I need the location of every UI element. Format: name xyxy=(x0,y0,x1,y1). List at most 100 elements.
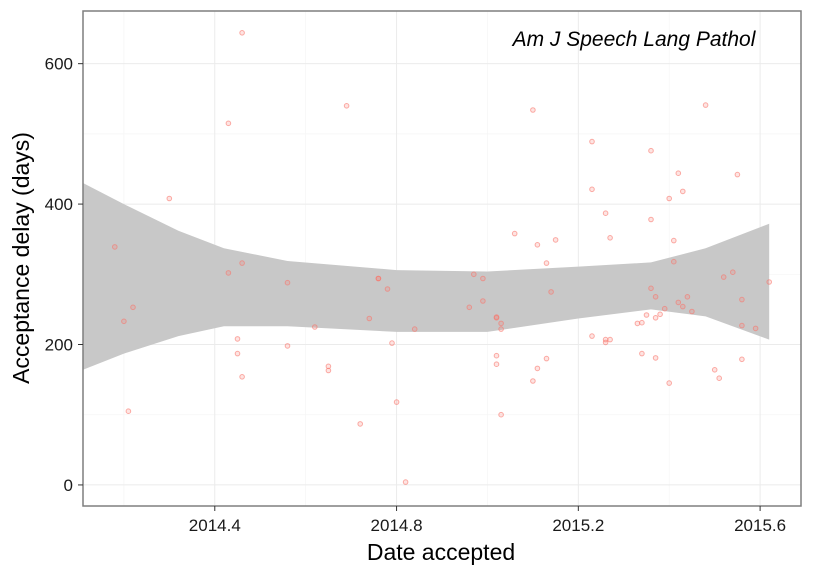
data-point xyxy=(671,258,677,265)
data-point xyxy=(661,305,668,312)
data-point xyxy=(393,399,400,405)
y-axis-title: Acceptance delay (days) xyxy=(8,132,34,384)
data-point xyxy=(225,120,232,127)
data-point xyxy=(552,237,559,243)
data-point xyxy=(666,380,673,386)
data-point xyxy=(411,326,418,332)
data-point xyxy=(384,286,391,292)
data-point xyxy=(466,304,473,311)
data-point xyxy=(711,367,718,373)
data-point xyxy=(357,421,364,427)
y-tick-label: 400 xyxy=(45,195,73,214)
data-point xyxy=(234,350,241,357)
data-point xyxy=(648,216,654,223)
data-point xyxy=(530,107,536,113)
data-point xyxy=(607,235,613,241)
data-point xyxy=(366,315,373,322)
data-point xyxy=(498,411,504,418)
data-point xyxy=(639,319,645,326)
data-point xyxy=(234,336,241,342)
data-point xyxy=(639,350,645,357)
data-point xyxy=(112,244,118,250)
smooth-confidence-band xyxy=(83,183,770,370)
data-point xyxy=(675,299,682,306)
data-point xyxy=(666,195,673,202)
x-axis-ticks: 2014.4 2014.8 2015.2 2015.6 xyxy=(189,506,786,535)
x-tick-label: 2015.6 xyxy=(734,516,786,535)
data-point xyxy=(652,294,659,300)
data-point xyxy=(589,186,595,193)
data-point xyxy=(634,320,641,327)
data-point xyxy=(739,296,745,303)
data-point xyxy=(166,195,173,202)
data-point xyxy=(671,237,677,244)
data-point xyxy=(716,375,723,382)
data-point xyxy=(284,279,291,286)
x-axis-title: Date accepted xyxy=(367,539,515,565)
data-point xyxy=(534,365,541,372)
data-point xyxy=(534,242,541,248)
data-point xyxy=(675,170,682,176)
data-point xyxy=(652,355,659,361)
data-point xyxy=(511,230,518,237)
data-point xyxy=(602,339,609,346)
data-point xyxy=(125,408,132,415)
data-point xyxy=(375,275,382,282)
data-point xyxy=(239,260,245,266)
data-point xyxy=(648,285,654,292)
data-point xyxy=(657,311,663,318)
x-tick-label: 2014.8 xyxy=(371,516,423,535)
data-point xyxy=(684,294,691,300)
data-point xyxy=(680,303,686,310)
data-point xyxy=(498,320,504,327)
data-point xyxy=(498,326,504,332)
data-point xyxy=(530,378,536,384)
data-point xyxy=(312,324,318,330)
data-point xyxy=(680,188,686,195)
data-point xyxy=(543,260,550,266)
data-point xyxy=(602,210,609,216)
data-point xyxy=(239,374,245,380)
data-points xyxy=(112,30,773,485)
data-point xyxy=(389,340,395,346)
data-point xyxy=(493,361,500,368)
y-tick-label: 600 xyxy=(45,55,73,74)
data-point xyxy=(720,274,727,280)
x-tick-label: 2015.2 xyxy=(552,516,604,535)
data-point xyxy=(402,479,409,485)
data-point xyxy=(493,352,500,359)
data-point xyxy=(702,102,709,108)
data-point xyxy=(480,275,486,282)
data-point xyxy=(648,147,654,154)
data-point xyxy=(225,270,232,276)
data-point xyxy=(239,30,245,36)
data-point xyxy=(752,325,759,332)
data-point xyxy=(589,333,595,339)
data-point xyxy=(734,171,741,178)
data-point xyxy=(652,315,659,321)
y-tick-label: 200 xyxy=(45,336,73,355)
data-point xyxy=(766,279,773,285)
data-point xyxy=(739,322,745,329)
y-axis-ticks: 0 200 400 600 xyxy=(45,55,83,495)
x-tick-label: 2014.4 xyxy=(189,516,241,535)
data-point xyxy=(325,367,332,374)
data-point xyxy=(130,304,136,311)
data-point xyxy=(343,103,350,109)
data-point xyxy=(121,318,127,325)
data-point xyxy=(471,271,477,278)
data-point xyxy=(493,315,500,321)
data-point xyxy=(730,269,736,276)
data-point xyxy=(543,355,550,362)
y-tick-label: 0 xyxy=(64,476,73,495)
data-point xyxy=(607,336,613,343)
data-point xyxy=(284,343,291,349)
data-point xyxy=(643,312,650,318)
data-point xyxy=(589,138,595,145)
data-point xyxy=(689,308,695,315)
chart-title: Am J Speech Lang Pathol xyxy=(511,28,757,51)
data-point xyxy=(739,356,745,363)
data-point xyxy=(480,298,486,304)
panel-border xyxy=(82,10,802,507)
